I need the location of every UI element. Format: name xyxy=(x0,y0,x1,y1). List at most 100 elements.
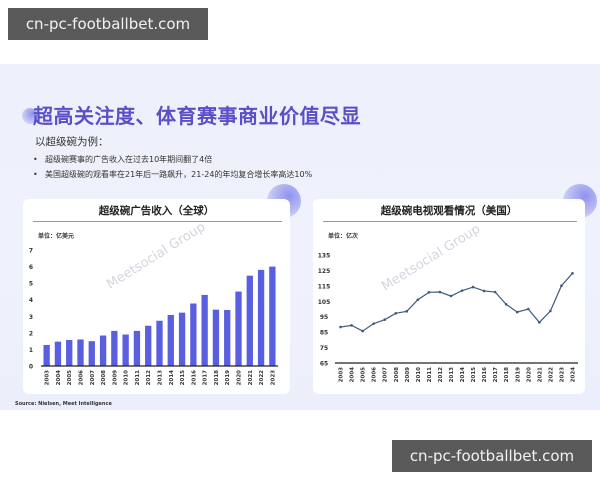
title-divider xyxy=(33,221,282,222)
x-tick-label: 2015 xyxy=(180,370,186,385)
x-tick-label: 2012 xyxy=(146,370,152,385)
decorative-circle xyxy=(22,108,38,124)
x-tick-label: 2013 xyxy=(449,367,455,382)
data-point xyxy=(515,310,519,314)
ad-revenue-chart-card: 超级碗广告收入（全球） 单位：亿美元 Meetsocial Group 0 1 2 3 4… xyxy=(23,199,290,394)
x-tick-label: 2004 xyxy=(56,370,62,385)
bar xyxy=(43,344,50,366)
y-tick-label: 3 xyxy=(29,314,33,321)
y-tick-label: 1 xyxy=(29,347,33,354)
data-point xyxy=(471,285,475,289)
bullet-item: • 超级碗赛事的广告收入在过去10年期间翻了4倍 xyxy=(33,152,312,167)
bullet-dot: • xyxy=(33,155,38,164)
data-line xyxy=(340,272,573,332)
data-point xyxy=(405,310,409,313)
x-tick-label: 2007 xyxy=(90,370,96,385)
data-point xyxy=(538,321,541,324)
x-tick-label: 2022 xyxy=(548,367,554,382)
y-tick-label: 105 xyxy=(318,299,331,306)
bar xyxy=(77,339,84,366)
bar xyxy=(133,330,141,366)
bullet-item: • 美国超级碗的观看率在21年后一路飙升，21-24的年均复合增长率高达10% xyxy=(33,167,312,182)
x-tick-label: 2015 xyxy=(471,367,477,382)
x-tick-label: 2012 xyxy=(438,367,444,382)
bar xyxy=(122,334,129,366)
bar xyxy=(257,269,265,366)
x-tick-label: 2011 xyxy=(427,367,433,382)
data-point xyxy=(416,298,420,302)
bullet-list: • 超级碗赛事的广告收入在过去10年期间翻了4倍 • 美国超级碗的观看率在21年… xyxy=(33,152,312,182)
data-point xyxy=(560,284,563,288)
x-tick-label: 2010 xyxy=(416,367,422,382)
x-tick-label: 2006 xyxy=(79,370,85,385)
bar xyxy=(212,309,220,366)
data-point xyxy=(549,309,552,313)
x-tick-label: 2017 xyxy=(493,367,499,382)
x-tick-label: 2004 xyxy=(350,367,356,382)
y-tick-label: 75 xyxy=(320,345,328,352)
bar xyxy=(99,335,107,366)
data-point xyxy=(438,290,442,294)
x-tick-label: 2006 xyxy=(372,367,378,382)
x-tick-label: 2005 xyxy=(67,370,73,385)
bar xyxy=(246,275,253,366)
data-point xyxy=(361,329,364,333)
data-point xyxy=(493,290,497,294)
x-tick-label: 2008 xyxy=(394,367,400,382)
bar xyxy=(190,303,197,366)
x-tick-label: 2018 xyxy=(504,367,510,382)
bar xyxy=(111,330,118,366)
x-tick-label: 2010 xyxy=(124,370,130,385)
x-tick-label: 2013 xyxy=(158,370,164,385)
watermark-logo: Meetsocial Group xyxy=(379,222,483,295)
x-tick-label: 2014 xyxy=(169,370,175,385)
svg-text:Meetsocial Group: Meetsocial Group xyxy=(379,222,483,295)
line-chart: Meetsocial Group 65 75 85 95 105 115 125 135 2003… xyxy=(318,222,578,382)
data-point xyxy=(460,289,464,292)
x-tick-label: 2019 xyxy=(515,367,521,382)
data-point xyxy=(339,325,342,329)
bar xyxy=(66,339,73,366)
bar xyxy=(269,266,276,366)
data-point xyxy=(350,324,353,327)
x-tick-label: 2023 xyxy=(559,367,565,382)
x-tick-label: 2005 xyxy=(361,367,367,382)
chart-title: 超级碗电视观看情况（美国） xyxy=(380,205,518,217)
x-tick-label: 2020 xyxy=(526,367,532,382)
bar xyxy=(235,291,242,366)
data-point xyxy=(372,322,375,325)
x-tick-label: 2003 xyxy=(339,367,345,382)
slide-title: 超高关注度、体育赛事商业价值尽显 xyxy=(33,104,361,128)
x-tick-label: 2016 xyxy=(482,367,488,382)
x-tick-label: 2009 xyxy=(405,367,411,382)
bar xyxy=(178,312,186,366)
x-tick-label: 2008 xyxy=(101,370,107,385)
y-tick-label: 85 xyxy=(320,330,328,337)
slide: 超高关注度、体育赛事商业价值尽显 以超级碗为例： • 超级碗赛事的广告收入在过去… xyxy=(0,64,600,410)
unit-label: 单位：亿美元 xyxy=(38,233,75,240)
x-tick-label: 2017 xyxy=(203,370,209,385)
bar xyxy=(224,309,231,366)
y-tick-label: 135 xyxy=(318,253,331,260)
bar xyxy=(145,325,152,366)
y-tick-label: 125 xyxy=(318,268,331,275)
bullet-text: 超级碗赛事的广告收入在过去10年期间翻了4倍 xyxy=(45,155,213,164)
x-tick-label: 2022 xyxy=(259,370,265,385)
watermark-banner-top: cn-pc-footballbet.com xyxy=(8,8,208,40)
chart-title: 超级碗广告收入（全球） xyxy=(98,205,215,217)
bar xyxy=(201,294,208,366)
watermark-banner-bottom: cn-pc-footballbet.com xyxy=(392,440,592,472)
data-point xyxy=(526,307,530,311)
bar xyxy=(54,341,62,366)
x-tick-label: 2024 xyxy=(570,367,576,382)
data-point xyxy=(394,312,398,315)
watermark-logo: Meetsocial Group xyxy=(104,220,208,293)
data-point xyxy=(449,294,453,298)
y-tick-label: 6 xyxy=(29,264,33,271)
y-tick-label: 5 xyxy=(29,281,33,288)
svg-text:Meetsocial Group: Meetsocial Group xyxy=(104,220,208,293)
intro-text: 以超级碗为例： xyxy=(35,136,109,148)
title-divider xyxy=(323,221,577,222)
unit-label: 单位：亿次 xyxy=(328,233,359,240)
bullet-dot: • xyxy=(33,170,38,179)
